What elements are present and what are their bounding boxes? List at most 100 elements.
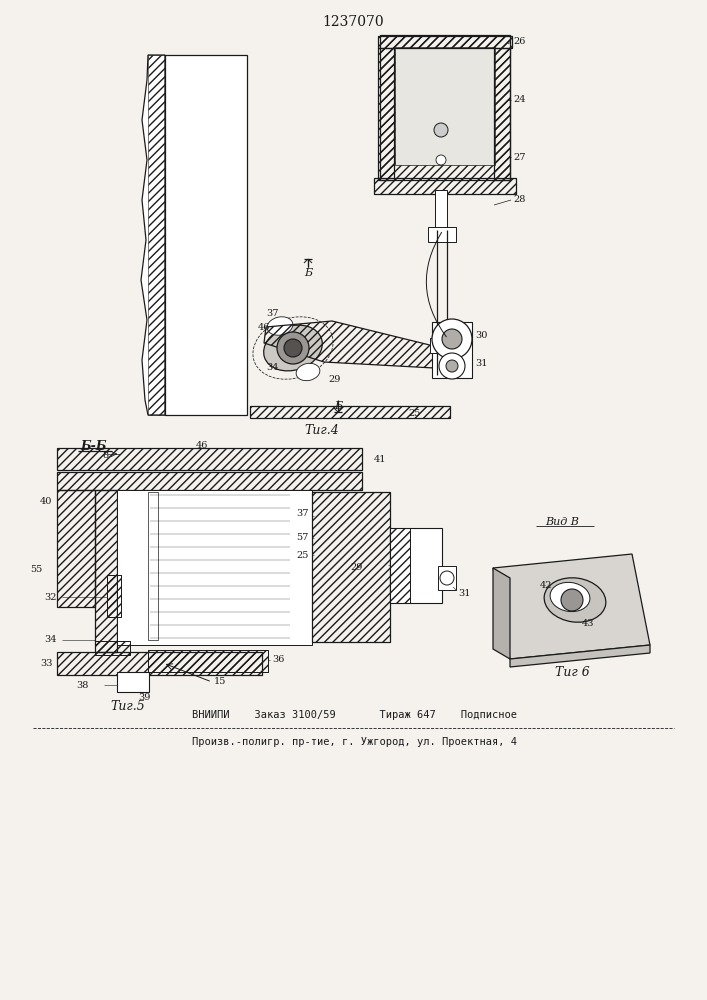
- Bar: [378, 48, 394, 180]
- Polygon shape: [493, 568, 510, 659]
- Text: 15: 15: [214, 678, 226, 686]
- Bar: [250, 406, 450, 418]
- Circle shape: [446, 360, 458, 372]
- Text: 46: 46: [196, 442, 209, 450]
- Text: Произв.-полигр. пр-тие, г. Ужгород, ул. Проектная, 4: Произв.-полигр. пр-тие, г. Ужгород, ул. …: [192, 737, 517, 747]
- Polygon shape: [493, 554, 650, 659]
- Circle shape: [432, 319, 472, 359]
- Text: ВНИИПИ    Заказ 3100/59       Тираж 647    Подписное: ВНИИПИ Заказ 3100/59 Тираж 647 Подписное: [192, 710, 517, 720]
- Bar: [428, 227, 456, 242]
- Text: 32: 32: [44, 592, 57, 601]
- Bar: [95, 490, 117, 652]
- Bar: [107, 575, 121, 617]
- Bar: [430, 338, 440, 353]
- Text: 40: 40: [40, 497, 52, 506]
- Bar: [57, 652, 262, 675]
- Polygon shape: [510, 645, 650, 667]
- Bar: [378, 36, 512, 48]
- Bar: [57, 448, 362, 470]
- Circle shape: [440, 571, 454, 585]
- Circle shape: [284, 339, 302, 357]
- Ellipse shape: [296, 363, 320, 381]
- Bar: [390, 528, 410, 603]
- Text: 55: 55: [30, 566, 42, 574]
- Bar: [148, 55, 165, 415]
- Bar: [148, 650, 268, 672]
- Text: Б-Б: Б-Б: [80, 440, 107, 454]
- Ellipse shape: [264, 325, 322, 371]
- Bar: [378, 36, 512, 48]
- Text: 31: 31: [475, 359, 488, 367]
- Text: 34: 34: [44, 636, 57, 645]
- Text: 39: 39: [138, 692, 151, 702]
- Bar: [165, 55, 247, 415]
- Bar: [390, 528, 442, 603]
- Text: 8: 8: [102, 452, 108, 460]
- Circle shape: [434, 123, 448, 137]
- Circle shape: [442, 329, 462, 349]
- Bar: [250, 406, 450, 418]
- Text: Б: Б: [304, 268, 312, 278]
- Bar: [57, 652, 262, 675]
- Bar: [395, 47, 495, 165]
- Text: 26: 26: [513, 37, 525, 46]
- Bar: [380, 35, 510, 180]
- Text: Б: Б: [334, 401, 342, 411]
- Text: 36: 36: [272, 656, 284, 664]
- Polygon shape: [141, 55, 165, 415]
- Ellipse shape: [267, 317, 293, 335]
- Bar: [432, 322, 472, 378]
- Bar: [380, 35, 510, 180]
- Bar: [57, 448, 362, 470]
- Ellipse shape: [550, 582, 590, 612]
- Text: Вид В: Вид В: [545, 517, 579, 527]
- Bar: [378, 48, 394, 180]
- Bar: [95, 641, 130, 655]
- Bar: [494, 48, 510, 180]
- Bar: [117, 490, 312, 645]
- Bar: [57, 490, 95, 607]
- Bar: [117, 672, 149, 692]
- Bar: [438, 566, 456, 590]
- Bar: [312, 492, 390, 642]
- Text: 1237070: 1237070: [322, 15, 384, 29]
- Text: 29: 29: [328, 375, 340, 384]
- Text: 30: 30: [475, 332, 487, 340]
- Text: 42: 42: [540, 580, 552, 589]
- Bar: [148, 492, 158, 640]
- Text: 46: 46: [258, 322, 270, 332]
- Text: 25: 25: [408, 408, 421, 418]
- Text: 27: 27: [513, 152, 525, 161]
- Bar: [148, 650, 268, 672]
- Text: 33: 33: [40, 658, 52, 668]
- Bar: [107, 575, 121, 617]
- Bar: [95, 641, 130, 655]
- Bar: [435, 190, 447, 230]
- Bar: [494, 48, 510, 180]
- Circle shape: [561, 589, 583, 611]
- Text: 24: 24: [513, 96, 525, 104]
- Text: 43: 43: [582, 618, 595, 628]
- Ellipse shape: [544, 578, 606, 622]
- Bar: [57, 472, 362, 490]
- Text: 28: 28: [513, 196, 525, 205]
- Text: Τиг.5: Τиг.5: [110, 700, 146, 714]
- Bar: [57, 490, 95, 607]
- Text: 41: 41: [374, 456, 387, 464]
- Circle shape: [277, 332, 309, 364]
- Bar: [374, 178, 516, 194]
- Text: 25: 25: [296, 550, 308, 560]
- Bar: [390, 528, 410, 603]
- Text: 31: 31: [458, 589, 470, 598]
- Bar: [374, 178, 516, 194]
- Bar: [312, 492, 390, 642]
- Text: 37: 37: [296, 510, 308, 518]
- Bar: [95, 490, 117, 652]
- Text: 37: 37: [266, 310, 279, 318]
- Text: Τиг.4: Τиг.4: [305, 424, 339, 436]
- Text: 57: 57: [296, 534, 308, 542]
- Text: 34: 34: [266, 363, 279, 372]
- Text: 29: 29: [350, 564, 363, 572]
- Text: 38: 38: [76, 680, 88, 690]
- Circle shape: [436, 155, 446, 165]
